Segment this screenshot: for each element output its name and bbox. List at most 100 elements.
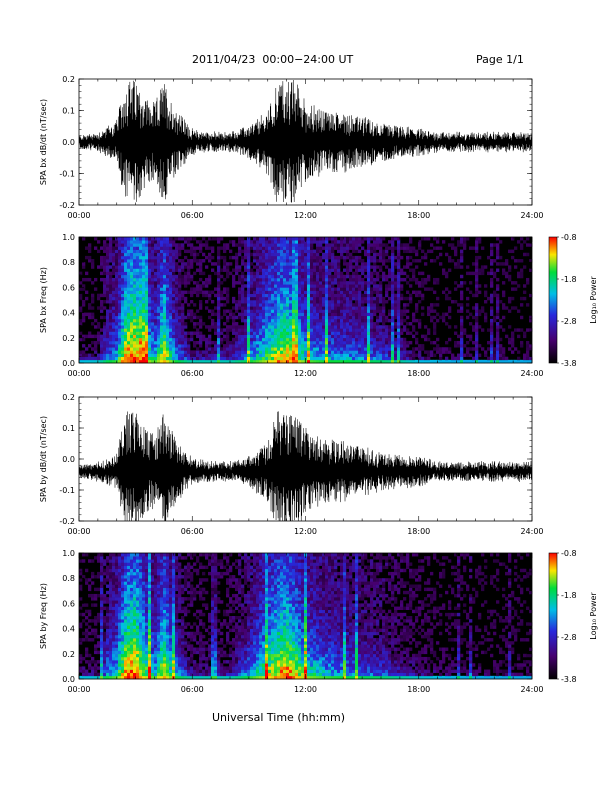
heatmap-cell bbox=[274, 350, 278, 354]
heatmap-cell bbox=[268, 344, 272, 348]
heatmap-cell bbox=[346, 359, 350, 364]
heatmap-cell bbox=[205, 290, 209, 294]
heatmap-cell bbox=[307, 322, 311, 326]
heatmap-cell bbox=[187, 350, 191, 354]
heatmap-cell bbox=[331, 268, 335, 272]
heatmap-cell bbox=[103, 262, 107, 266]
heatmap-cell bbox=[418, 293, 422, 298]
heatmap-cell bbox=[496, 340, 500, 345]
heatmap-cell bbox=[205, 306, 209, 310]
heatmap-cell bbox=[496, 353, 500, 357]
heatmap-cell bbox=[112, 559, 116, 563]
heatmap-cell bbox=[400, 315, 404, 320]
heatmap-cell bbox=[106, 638, 110, 642]
heatmap-cell bbox=[352, 325, 356, 329]
heatmap-cell bbox=[136, 271, 140, 276]
heatmap-cell bbox=[274, 249, 278, 254]
heatmap-cell bbox=[88, 625, 92, 629]
heatmap-cell bbox=[85, 568, 89, 573]
heatmap-cell bbox=[127, 274, 131, 279]
heatmap-cell bbox=[157, 268, 161, 272]
heatmap-cell bbox=[169, 359, 173, 364]
heatmap-cell bbox=[484, 359, 488, 364]
heatmap-cell bbox=[307, 281, 311, 285]
heatmap-cell bbox=[424, 281, 428, 285]
heatmap-cell bbox=[409, 356, 413, 361]
heatmap-cell bbox=[100, 262, 104, 266]
heatmap-cell bbox=[496, 328, 500, 332]
heatmap-cell bbox=[88, 243, 92, 247]
heatmap-cell bbox=[358, 325, 362, 329]
heatmap-cell bbox=[292, 306, 296, 310]
heatmap-cell bbox=[184, 322, 188, 326]
heatmap-cell bbox=[172, 356, 176, 361]
heatmap-cell bbox=[154, 337, 158, 342]
heatmap-cell bbox=[379, 255, 383, 260]
heatmap-cell bbox=[130, 337, 134, 342]
heatmap-cell bbox=[127, 290, 131, 294]
heatmap-cell bbox=[85, 672, 89, 677]
heatmap-cell bbox=[322, 306, 326, 310]
heatmap-cell bbox=[331, 331, 335, 335]
heatmap-cell bbox=[82, 359, 86, 364]
heatmap-cell bbox=[232, 344, 236, 348]
heatmap-cell bbox=[244, 255, 248, 260]
heatmap-cell bbox=[184, 344, 188, 348]
heatmap-cell bbox=[292, 340, 296, 345]
heatmap-cell bbox=[136, 246, 140, 250]
heatmap-cell bbox=[307, 259, 311, 263]
plot-title: 2011/04/23 00:00−24:00 UT bbox=[192, 53, 354, 66]
heatmap-cell bbox=[496, 296, 500, 301]
heatmap-cell bbox=[139, 300, 143, 304]
heatmap-cell bbox=[331, 347, 335, 351]
heatmap-cell bbox=[133, 277, 137, 282]
heatmap-cell bbox=[289, 359, 293, 364]
heatmap-cell bbox=[106, 631, 110, 636]
heatmap-cell bbox=[298, 240, 302, 244]
heatmap-cell bbox=[109, 575, 113, 579]
heatmap-cell bbox=[109, 672, 113, 677]
heatmap-cell bbox=[325, 252, 329, 257]
heatmap-cell bbox=[187, 303, 191, 307]
heatmap-cell bbox=[478, 271, 482, 276]
heatmap-cell bbox=[364, 359, 368, 364]
heatmap-cell bbox=[298, 331, 302, 335]
heatmap-cell bbox=[118, 284, 122, 288]
heatmap-cell bbox=[304, 353, 308, 357]
heatmap-cell bbox=[163, 290, 167, 294]
heatmap-cell bbox=[124, 262, 128, 266]
heatmap-cell bbox=[136, 309, 140, 313]
heatmap-cell bbox=[121, 265, 125, 269]
heatmap-cell bbox=[352, 340, 356, 345]
heatmap-cell bbox=[466, 265, 470, 269]
heatmap-cell bbox=[349, 246, 353, 250]
heatmap-cell bbox=[361, 237, 365, 241]
heatmap-cell bbox=[397, 271, 401, 276]
heatmap-cell bbox=[262, 240, 266, 244]
heatmap-cell bbox=[370, 325, 374, 329]
heatmap-cell bbox=[298, 281, 302, 285]
heatmap-cell bbox=[187, 271, 191, 276]
heatmap-cell bbox=[370, 353, 374, 357]
heatmap-cell bbox=[385, 287, 389, 291]
heatmap-cell bbox=[91, 347, 95, 351]
heatmap-cell bbox=[358, 274, 362, 279]
heatmap-cell bbox=[466, 340, 470, 345]
heatmap-cell bbox=[157, 252, 161, 257]
y-tick-label: 0.1 bbox=[62, 107, 75, 116]
heatmap-cell bbox=[358, 243, 362, 247]
heatmap-cell bbox=[184, 255, 188, 260]
heatmap-cell bbox=[298, 325, 302, 329]
heatmap-cell bbox=[148, 277, 152, 282]
heatmap-cell bbox=[322, 296, 326, 301]
heatmap-cell bbox=[274, 240, 278, 244]
heatmap-cell bbox=[220, 328, 224, 332]
heatmap-cell bbox=[148, 325, 152, 329]
heatmap-cell bbox=[496, 252, 500, 257]
heatmap-cell bbox=[166, 243, 170, 247]
heatmap-cell bbox=[178, 287, 182, 291]
heatmap-cell bbox=[301, 300, 305, 304]
heatmap-cell bbox=[283, 296, 287, 301]
heatmap-cell bbox=[160, 281, 164, 285]
heatmap-cell bbox=[493, 271, 497, 276]
